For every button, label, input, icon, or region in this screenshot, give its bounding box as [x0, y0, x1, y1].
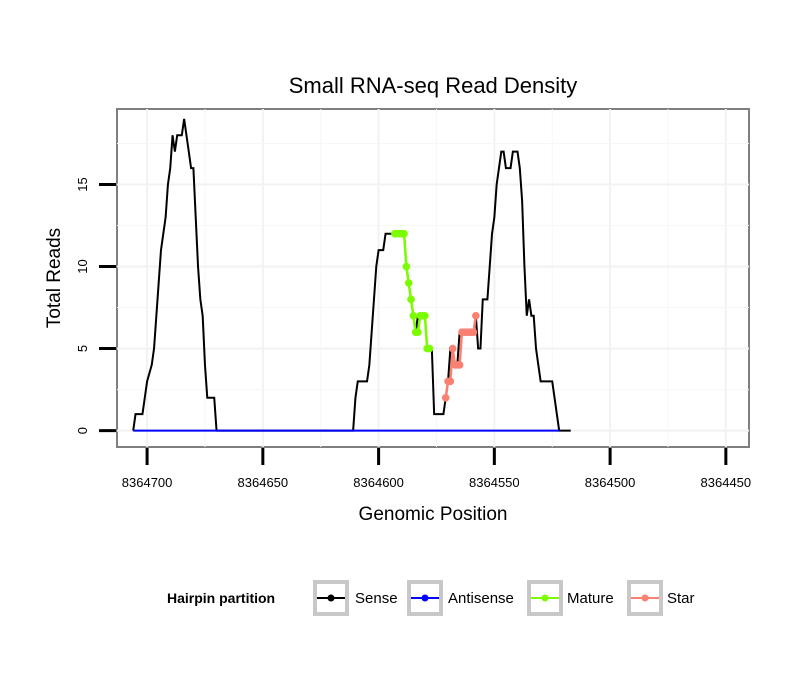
y-axis-title: Total Reads	[44, 228, 65, 328]
legend-item-sense: Sense	[313, 580, 398, 616]
legend-label: Star	[667, 590, 695, 607]
data-point-mature	[414, 328, 422, 336]
legend: Hairpin partition Sense Antisense Mature St…	[167, 580, 695, 616]
data-point-star	[446, 377, 455, 386]
legend-key-point	[327, 594, 335, 602]
data-point-star	[472, 311, 480, 320]
data-point-mature	[402, 262, 411, 271]
legend-key-point	[641, 594, 649, 602]
data-point-star	[469, 328, 478, 336]
data-point-mature	[407, 295, 415, 304]
data-point-star	[455, 361, 464, 369]
legend-key-point	[421, 594, 429, 602]
x-tick-label: 8364700	[122, 475, 173, 490]
x-axis-title: Genomic Position	[359, 504, 508, 525]
x-tick-label: 8364550	[469, 475, 520, 490]
y-tick-label: 5	[75, 345, 90, 352]
legend-item-antisense: Antisense	[407, 580, 514, 616]
legend-label: Antisense	[448, 590, 514, 607]
series-star	[441, 311, 480, 402]
legend-item-mature: Mature	[527, 580, 614, 616]
legend-key-point	[541, 594, 549, 602]
series-layer	[132, 118, 571, 432]
x-tick-label: 8364500	[585, 475, 636, 490]
data-point-mature	[404, 279, 413, 287]
x-tick-label: 8364650	[238, 475, 289, 490]
data-point-star	[448, 344, 457, 353]
data-point-mature	[409, 311, 418, 320]
data-point-mature	[400, 229, 408, 238]
x-tick-label: 8364450	[701, 475, 752, 490]
x-axis: 8364700 8364650 8364600 8364550 8364500 83644…	[122, 448, 751, 490]
y-tick-label: 10	[75, 259, 90, 273]
grid-lines	[117, 109, 749, 447]
legend-title: Hairpin partition	[167, 590, 275, 606]
series-mature	[391, 229, 434, 353]
y-tick-label: 0	[75, 427, 90, 434]
x-tick-label: 8364600	[353, 475, 404, 490]
data-point-mature	[421, 311, 429, 320]
legend-label: Sense	[355, 590, 398, 607]
legend-item-star: Star	[627, 580, 695, 616]
legend-label: Mature	[567, 590, 614, 607]
y-axis: 0 5 10 15	[75, 177, 116, 434]
y-tick-label: 15	[75, 177, 90, 191]
chart-title: Small RNA-seq Read Density	[289, 73, 578, 98]
data-point-mature	[425, 344, 434, 353]
data-point-star	[441, 393, 450, 402]
